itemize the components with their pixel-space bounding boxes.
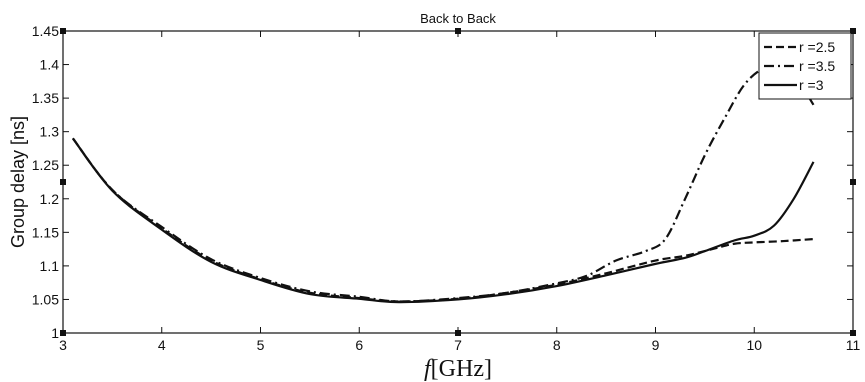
- y-axis-label: Group delay [ns]: [8, 116, 28, 248]
- y-tick-label: 1.2: [40, 191, 60, 207]
- x-tick-label: 5: [257, 337, 265, 353]
- x-tick-label: 9: [652, 337, 660, 353]
- series-line-2: [73, 64, 814, 302]
- y-tick-label: 1.15: [32, 224, 59, 240]
- y-tick-label: 1.05: [32, 291, 59, 307]
- frame-handle: [60, 330, 66, 336]
- x-tick-label: 3: [59, 337, 67, 353]
- legend-label-1: r =2.5: [799, 39, 835, 55]
- y-tick-label: 1.1: [40, 258, 60, 274]
- frame-handle: [455, 28, 461, 34]
- x-tick-label: 10: [746, 337, 762, 353]
- x-tick-label: 4: [158, 337, 166, 353]
- chart-title: Back to Back: [420, 11, 496, 26]
- frame-handle: [60, 28, 66, 34]
- x-tick-label: 8: [553, 337, 561, 353]
- y-tick-label: 1: [51, 325, 59, 341]
- legend-label-3: r =3: [799, 77, 824, 93]
- legend-label-2: r =3.5: [799, 58, 835, 74]
- x-axis-label: f[GHz]: [424, 356, 492, 382]
- frame-handle: [850, 330, 856, 336]
- y-tick-label: 1.25: [32, 157, 59, 173]
- x-tick-label: 7: [454, 337, 462, 353]
- frame-handle: [850, 179, 856, 185]
- y-tick-label: 1.45: [32, 23, 59, 39]
- x-tick-label: 6: [355, 337, 363, 353]
- plot-frame: [63, 31, 853, 333]
- y-tick-label: 1.35: [32, 90, 59, 106]
- frame-handle: [455, 330, 461, 336]
- series-line-3: [73, 138, 814, 302]
- y-tick-label: 1.4: [40, 57, 60, 73]
- frame-handle: [60, 179, 66, 185]
- x-axis-label-unit: [GHz]: [431, 356, 492, 382]
- x-tick-label: 11: [846, 337, 861, 353]
- y-tick-label: 1.3: [40, 124, 60, 140]
